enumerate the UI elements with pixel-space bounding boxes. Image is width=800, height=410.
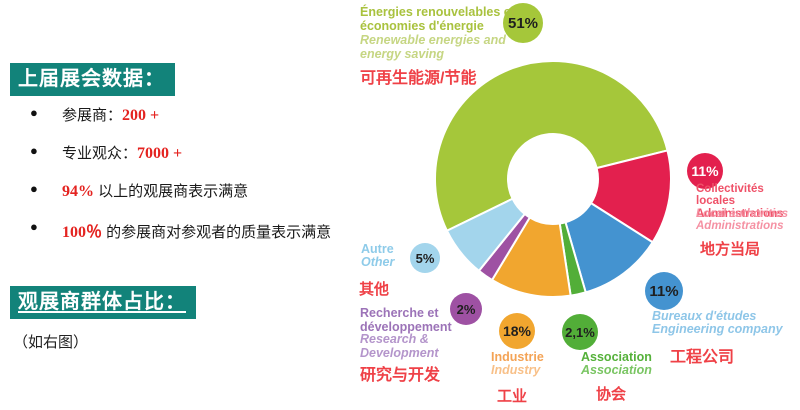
donut-segment	[445, 197, 526, 272]
stat-suffix: 以上的观展商表示满意	[94, 183, 249, 200]
donut-segment	[433, 60, 669, 232]
section-header-previous-show-data: 上届展会数据：	[10, 63, 175, 96]
label-association-fr: Association	[581, 350, 652, 364]
label-industry-en: Industry	[491, 363, 541, 377]
stat-value: 94%	[62, 183, 94, 200]
label-research-development-fr: Recherche et développement	[360, 306, 452, 334]
label-engineering-company-fr: Bureaux d'études	[652, 309, 757, 323]
label-renewable-energy-en: Renewable energies and energy saving	[360, 33, 506, 61]
header-text: 观展商群体占比：	[18, 291, 186, 313]
label-association-zh: 协会	[596, 386, 627, 403]
stat-label: 参展商：	[62, 107, 123, 124]
statistics-list: 参展商：200 + 专业观众：7000 + 94% 以上的观展商表示满意 100…	[30, 104, 331, 259]
stat-satisfaction-94: 94% 以上的观展商表示满意	[30, 180, 331, 201]
stat-suffix: 的参展商对参观者的质量表示满意	[102, 224, 332, 241]
stat-label: 专业观众：	[62, 145, 138, 162]
stat-satisfaction-100: 100％ 的参展商对参观者的质量表示满意	[30, 218, 331, 242]
stat-visitors: 专业观众：7000 +	[30, 142, 331, 163]
badge-engineering-company: 11%	[645, 272, 683, 310]
header-text: 上届展会数据：	[18, 68, 165, 90]
donut-chart-svg	[433, 60, 672, 298]
label-engineering-company-zh: 工程公司	[670, 349, 735, 366]
badge-research-development: 2%	[450, 293, 482, 325]
label-industry-zh: 工业	[497, 388, 528, 405]
label-local-authorities-en: Local authorities Administrations	[696, 208, 789, 233]
label-local-authorities-fr: Collectivités locales Administrations	[696, 183, 784, 220]
label-industry-fr: Industrie	[491, 350, 544, 364]
see-chart-note: （如右图）	[13, 334, 89, 351]
stat-value: 7000 +	[137, 145, 183, 162]
badge-industry: 18%	[499, 313, 535, 349]
label-engineering-company-en: Engineering company	[652, 322, 783, 336]
label-research-development-zh: 研究与开发	[360, 367, 441, 384]
badge-local-authorities: 11%	[687, 153, 723, 189]
label-other-zh: 其他	[359, 281, 390, 298]
label-association-en: Association	[581, 363, 652, 377]
stat-value: 100％	[62, 224, 103, 241]
label-other-en: Other	[361, 255, 395, 269]
stat-exhibitors: 参展商：200 +	[30, 104, 331, 125]
badge-renewable-energy: 51%	[503, 3, 543, 43]
label-renewable-energy-zh: 可再生能源/节能	[360, 70, 477, 87]
label-local-authorities-zh: 地方当局	[700, 241, 761, 258]
badge-association: 2,1%	[562, 314, 598, 350]
label-research-development-en: Research & Development	[360, 332, 439, 360]
stat-value: 200 +	[122, 107, 160, 124]
label-renewable-energy-fr: Énergies renouvelables et économies d'én…	[360, 5, 515, 33]
label-other-fr: Autre	[361, 242, 394, 256]
section-header-visitor-groups: 观展商群体占比：	[10, 286, 196, 319]
badge-other: 5%	[410, 243, 440, 273]
